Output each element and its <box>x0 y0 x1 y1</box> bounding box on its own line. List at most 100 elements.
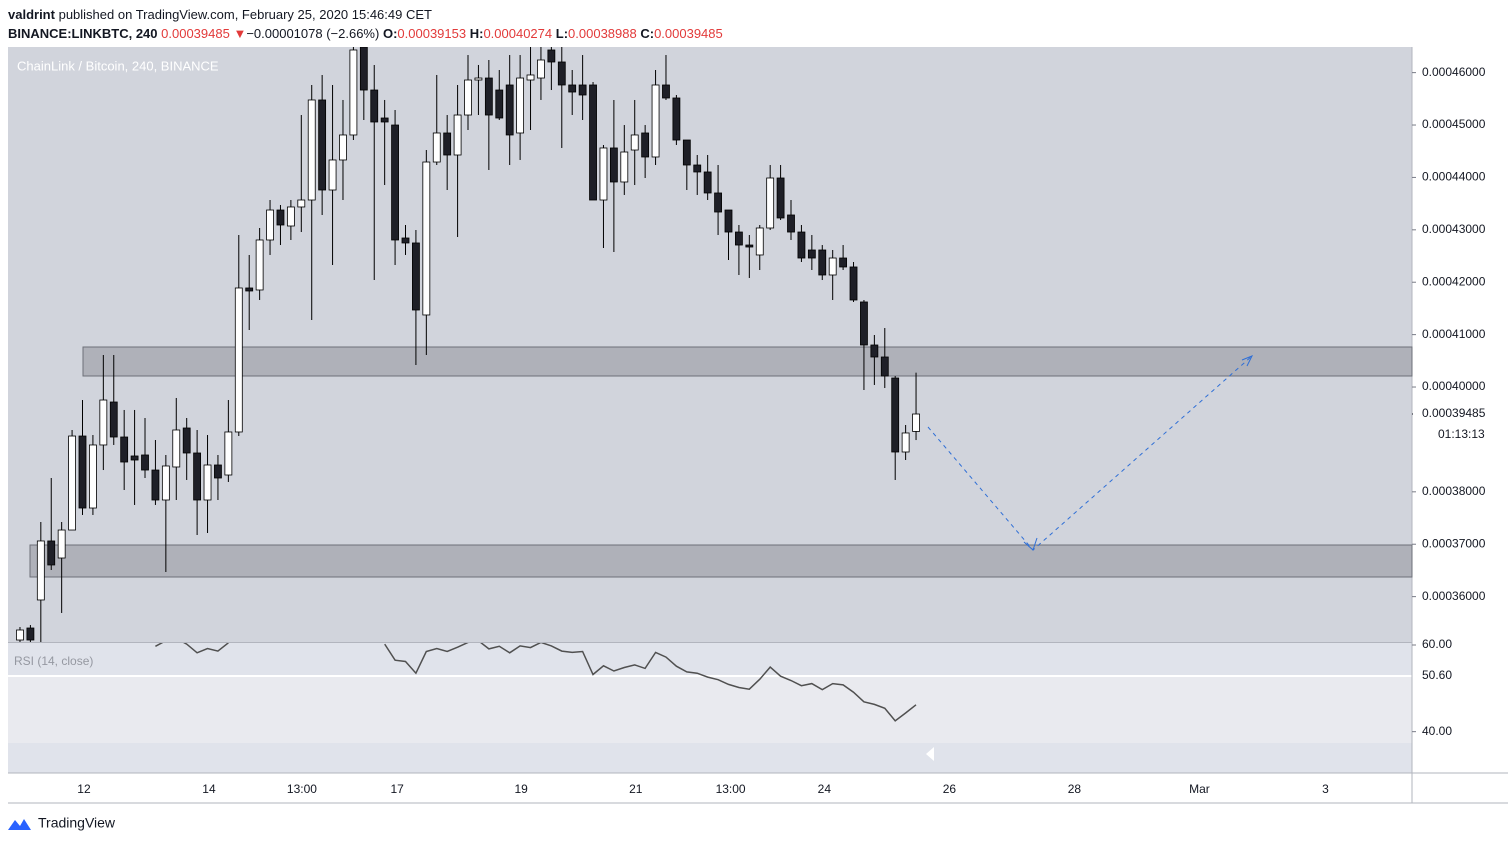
candle-body <box>787 214 795 233</box>
y-tick-label: 0.00042000 <box>1422 274 1486 288</box>
candle-body <box>703 171 712 194</box>
candle-body <box>526 74 535 81</box>
candle-body <box>412 242 420 311</box>
candle-body <box>151 469 160 501</box>
y-tick-label: 0.00036000 <box>1422 589 1486 603</box>
last-price-box <box>1413 404 1508 424</box>
candle-body <box>307 99 316 201</box>
candle-body <box>849 266 858 301</box>
countdown: 01:13:13 <box>1438 427 1485 441</box>
x-tick-label: 28 <box>1068 782 1082 796</box>
candle-body <box>16 629 24 641</box>
candle-body <box>714 192 722 213</box>
candle-body <box>286 206 295 227</box>
candle-body <box>609 147 618 183</box>
candle-body <box>870 344 879 358</box>
candle-body <box>797 231 806 259</box>
candle-body <box>422 161 431 316</box>
candle-body <box>245 287 254 292</box>
y-tick-label: 0.00038000 <box>1422 484 1486 498</box>
author: valdrint <box>8 7 55 22</box>
y-tick-label: 0.00041000 <box>1422 327 1486 341</box>
projection-arrowheads <box>1023 355 1254 551</box>
y-tick-label: 0.00045000 <box>1422 117 1486 131</box>
resistance-zone <box>82 346 1413 377</box>
c-label: C: <box>640 26 655 41</box>
candle-body <box>443 132 452 156</box>
candle-body <box>224 431 233 476</box>
candle-body <box>276 209 285 226</box>
candle-body <box>339 134 347 161</box>
candle-body <box>537 59 545 79</box>
candle-body <box>255 239 264 291</box>
c: 0.00039485 <box>654 26 723 41</box>
candle-body <box>47 540 56 566</box>
x-tick-label: 17 <box>390 782 404 796</box>
candle-body <box>161 465 170 501</box>
y-tick-label: 40.00 <box>1422 724 1452 738</box>
header: valdrint published on TradingView.com, F… <box>8 5 723 43</box>
rsi-band <box>8 676 1412 743</box>
x-tick-label: 26 <box>943 782 957 796</box>
candle-body <box>130 455 139 461</box>
candle-body <box>495 89 504 119</box>
candle-body <box>203 464 212 501</box>
candle-body <box>349 49 358 136</box>
x-tick-label: 13:00 <box>716 782 746 796</box>
candle-body <box>682 139 691 166</box>
candle-body <box>901 432 910 453</box>
x-tick-label: 21 <box>629 782 643 796</box>
candle-body <box>68 435 76 531</box>
y-tick-label: 0.00037000 <box>1422 536 1486 550</box>
x-tick-label: 12 <box>77 782 91 796</box>
candle-body <box>359 47 368 91</box>
candle-body <box>266 209 274 241</box>
chart-title: ChainLink / Bitcoin, 240, BINANCE <box>17 58 219 73</box>
candle-body <box>89 444 97 509</box>
rsi-line <box>155 643 917 722</box>
published: published on TradingView.com, February 2… <box>58 7 432 22</box>
l: 0.00038988 <box>568 26 637 41</box>
quote-line: BINANCE:LINKBTC, 240 0.00039485 ▼−0.0000… <box>8 24 723 43</box>
candle-body <box>672 97 681 141</box>
candle-body <box>297 199 306 208</box>
candle-body <box>651 84 660 158</box>
candle-body <box>464 79 472 116</box>
candle-body <box>474 77 483 81</box>
y-tick-label: 60.00 <box>1422 637 1452 651</box>
last-price-label: 0.00039485 <box>1422 406 1486 420</box>
rsi-value-label: 50.60 <box>1422 668 1452 682</box>
candle-body <box>662 84 670 99</box>
candle-body <box>880 356 889 377</box>
candle-body <box>620 151 629 183</box>
candle-body <box>57 529 66 559</box>
candle-body <box>36 540 45 601</box>
candle-body <box>109 401 118 438</box>
candle-body <box>453 114 462 156</box>
candle-body <box>318 99 327 191</box>
x-tick-label: 24 <box>818 782 832 796</box>
candle-body <box>807 249 816 259</box>
candle-body <box>599 147 608 201</box>
rsi-marker <box>926 747 934 761</box>
candle-body <box>630 134 639 151</box>
o: 0.00039153 <box>397 26 467 41</box>
y-tick-label: 0.00044000 <box>1422 170 1486 184</box>
y-tick-label: 0.00040000 <box>1422 379 1486 393</box>
candle-body <box>328 159 337 191</box>
candle-body <box>641 132 650 158</box>
candle-body <box>505 84 514 136</box>
candle-body <box>391 124 399 241</box>
symbol: BINANCE:LINKBTC, 240 <box>8 26 158 41</box>
candle-body <box>547 49 556 63</box>
price: 0.00039485 <box>161 26 230 41</box>
x-tick-label: 14 <box>202 782 216 796</box>
candle-body <box>432 132 441 163</box>
candle-body <box>193 452 202 501</box>
candle-body <box>589 84 597 201</box>
candle-body <box>828 257 837 276</box>
x-tick-label: 19 <box>514 782 528 796</box>
x-tick-label: 3 <box>1322 782 1329 796</box>
candle-body <box>578 84 587 96</box>
